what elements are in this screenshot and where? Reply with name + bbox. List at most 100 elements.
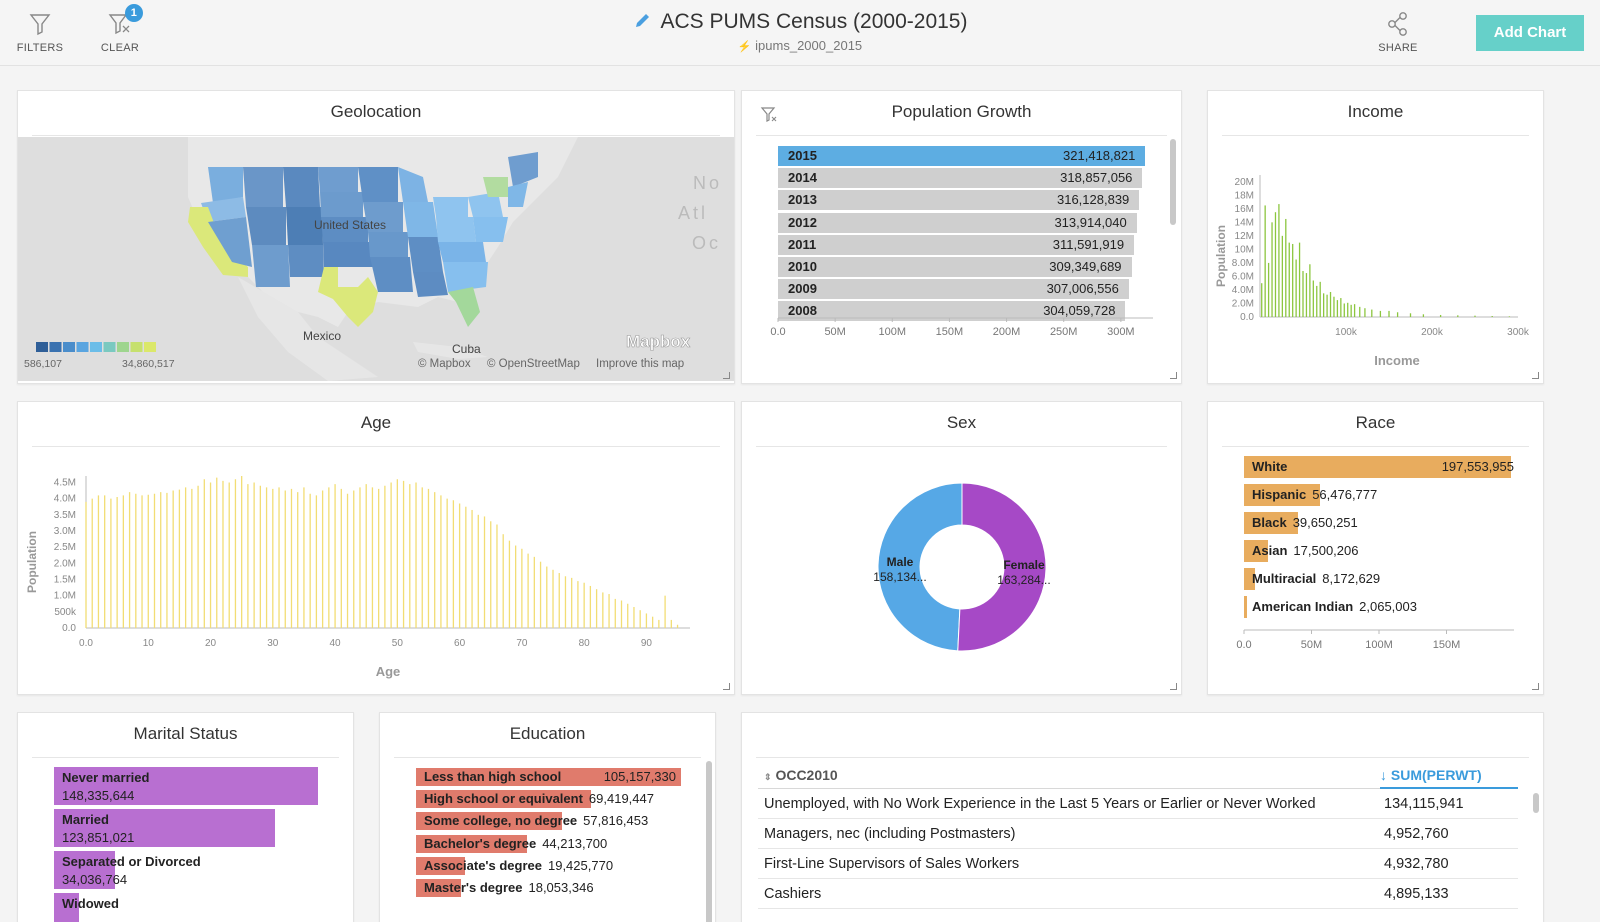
filters-button[interactable]: FILTERS bbox=[5, 10, 75, 54]
marital-bar-value: 123,851,021 bbox=[62, 830, 135, 845]
column-header-sum-perwt[interactable]: ↓ SUM(PERWT) bbox=[1380, 761, 1518, 789]
resize-handle[interactable] bbox=[1532, 372, 1539, 379]
population-growth-scrollbar[interactable] bbox=[1170, 139, 1176, 225]
resize-handle[interactable] bbox=[1170, 372, 1177, 379]
y-tick-label: 2.5M bbox=[54, 542, 76, 553]
population-year-row[interactable]: 2013 316,128,839 bbox=[778, 190, 1140, 211]
race-bar-row[interactable]: Black 39,650,251 bbox=[1244, 512, 1534, 534]
attribution-osm-link: © OpenStreetMap bbox=[487, 358, 580, 370]
table-scrollbar[interactable] bbox=[1533, 793, 1539, 813]
pencil-icon[interactable] bbox=[633, 12, 651, 30]
education-bar-label: Master's degree 18,053,346 bbox=[424, 880, 594, 895]
table-row[interactable]: First-Line Supervisors of Sales Workers 4… bbox=[758, 849, 1518, 879]
sex-card: Sex Male 158,134... Female 163,284... bbox=[741, 401, 1182, 695]
resize-handle[interactable] bbox=[723, 372, 730, 379]
y-tick-label: 4.0M bbox=[1232, 285, 1254, 296]
race-bar-row[interactable]: Multiracial 8,172,629 bbox=[1244, 568, 1534, 590]
marital-bar bbox=[54, 893, 79, 922]
race-bar-label: American Indian 2,065,003 bbox=[1252, 599, 1417, 614]
clear-chart-filter-icon[interactable] bbox=[760, 105, 780, 125]
race-bar bbox=[1244, 456, 1511, 478]
x-tick-label: 80 bbox=[579, 638, 591, 649]
population-year-row[interactable]: 2010 309,349,689 bbox=[778, 257, 1132, 277]
choropleth-map[interactable]: United States Mexico Cuba No Atl Oc 586,… bbox=[18, 137, 734, 381]
geolocation-title: Geolocation bbox=[32, 91, 720, 136]
education-bar-row[interactable]: Some college, no degree 57,816,453 bbox=[416, 812, 686, 831]
race-bar bbox=[1244, 512, 1298, 534]
race-bar-row[interactable]: White 197,553,955 bbox=[1244, 456, 1534, 478]
race-bar-row[interactable]: American Indian 2,065,003 bbox=[1244, 596, 1534, 618]
marital-bar-value: 34,036,764 bbox=[62, 872, 128, 887]
map-label-united-states: United States bbox=[314, 218, 386, 232]
education-bar bbox=[416, 812, 562, 831]
axis-tick-label: 0.0 bbox=[1236, 639, 1251, 651]
education-bar-row[interactable]: Bachelor's degree 44,213,700 bbox=[416, 834, 686, 853]
education-bar-row[interactable]: Master's degree 18,053,346 bbox=[416, 879, 686, 897]
income-title: Income bbox=[1222, 91, 1529, 136]
marital-bar-row[interactable]: Married 123,851,021 bbox=[54, 809, 344, 847]
sum-perwt-cell: 4,932,780 bbox=[1384, 856, 1449, 872]
map-label-cuba: Cuba bbox=[452, 342, 481, 356]
x-tick-label: 60 bbox=[454, 638, 466, 649]
race-axis: 0.0 50M 100M 150M bbox=[1236, 629, 1514, 651]
population-growth-axis: 0.0 50M 100M 150M 200M 250M 300M bbox=[770, 317, 1153, 338]
education-bar-row[interactable]: Less than high school 105,157,330 bbox=[416, 768, 686, 786]
column-header-occ2010[interactable]: ⇕ OCC2010 bbox=[764, 767, 838, 783]
education-bar bbox=[416, 856, 465, 875]
race-title: Race bbox=[1222, 402, 1529, 447]
age-histogram[interactable]: 0.0 500k 1.0M 1.5M 2.0M 2.5M 3.0M 3.5M 4.0M 4.5M 0… bbox=[18, 448, 735, 688]
population-year-row[interactable]: 2014 318,857,056 bbox=[778, 168, 1143, 189]
table-row[interactable]: Unemployed, with No Work Experience in t… bbox=[758, 789, 1518, 819]
population-year-row[interactable]: 2011 311,591,919 bbox=[778, 234, 1135, 255]
population-value-label: 307,006,556 bbox=[1046, 281, 1119, 297]
marital-bar-row[interactable]: Widowed bbox=[54, 893, 344, 922]
race-bar-label: Multiracial 8,172,629 bbox=[1252, 571, 1381, 586]
education-bar-row[interactable]: High school or equivalent 69,419,447 bbox=[416, 790, 686, 809]
filter-icon bbox=[29, 14, 51, 36]
population-value-label: 313,914,040 bbox=[1054, 214, 1127, 230]
map-ocean-label-2: Atl bbox=[678, 203, 708, 223]
table-row[interactable]: Cashiers 4,895,133 bbox=[758, 879, 1518, 909]
marital-bar-row[interactable]: Separated or Divorced 34,036,764 bbox=[54, 851, 344, 889]
y-tick-label: 20M bbox=[1235, 177, 1254, 188]
resize-handle[interactable] bbox=[723, 683, 730, 690]
y-tick-label: 3.0M bbox=[54, 526, 76, 537]
education-bar-label: High school or equivalent 69,419,447 bbox=[424, 791, 654, 807]
x-axis-label: Age bbox=[376, 664, 401, 679]
marital-bar-label: Separated or Divorced bbox=[62, 854, 201, 869]
map-legend-max: 34,860,517 bbox=[122, 358, 175, 370]
education-scrollbar[interactable] bbox=[706, 761, 712, 922]
table-row[interactable]: Managers, nec (including Postmasters) 4,9… bbox=[758, 819, 1518, 849]
education-bar-label: Associate's degree 19,425,770 bbox=[424, 857, 614, 873]
dashboard-title[interactable]: ACS PUMS Census (2000-2015) bbox=[660, 10, 968, 33]
population-year-row[interactable]: 2015 321,418,821 bbox=[778, 146, 1146, 166]
population-year-row[interactable]: 2012 313,914,040 bbox=[778, 212, 1137, 233]
male-value-label: 158,134... bbox=[873, 570, 926, 584]
race-card: Race White 197,553,955 Hispanic 56,476,777 B… bbox=[1207, 401, 1544, 695]
map-ocean-label-1: No bbox=[693, 173, 722, 193]
clear-filters-button[interactable]: 1 CLEAR bbox=[85, 4, 155, 54]
axis-tick-label: 200M bbox=[993, 326, 1021, 338]
marital-bar bbox=[54, 851, 115, 889]
table-card-header bbox=[756, 713, 1529, 758]
population-year-row[interactable]: 2009 307,006,556 bbox=[778, 279, 1129, 300]
education-bar-row[interactable]: Associate's degree 19,425,770 bbox=[416, 856, 686, 875]
share-button[interactable]: SHARE bbox=[1363, 10, 1433, 54]
top-bar: FILTERS 1 CLEAR ACS PUMS Census (2000-20… bbox=[0, 0, 1600, 66]
legend-swatch bbox=[76, 342, 89, 352]
income-histogram[interactable]: 0.0 2.0M 4.0M 6.0M 8.0M 10M 12M 14M 16M 18M 20M 100… bbox=[1208, 137, 1544, 377]
us-states[interactable] bbox=[188, 152, 538, 327]
race-bar-row[interactable]: Hispanic 56,476,777 bbox=[1244, 484, 1534, 506]
population-year-row[interactable]: 2008 304,059,728 bbox=[778, 301, 1126, 322]
add-chart-button[interactable]: Add Chart bbox=[1476, 15, 1584, 51]
y-axis-label: Population bbox=[25, 531, 39, 593]
resize-handle[interactable] bbox=[1170, 683, 1177, 690]
marital-bar-row[interactable]: Never married 148,335,644 bbox=[54, 767, 344, 805]
geolocation-card: Geolocation bbox=[17, 90, 735, 384]
population-value-label: 316,128,839 bbox=[1056, 192, 1130, 208]
race-bar-row[interactable]: Asian 17,500,206 bbox=[1244, 540, 1534, 562]
y-tick-label: 1.5M bbox=[54, 574, 76, 585]
y-tick-label: 3.5M bbox=[54, 510, 76, 521]
resize-handle[interactable] bbox=[1532, 683, 1539, 690]
